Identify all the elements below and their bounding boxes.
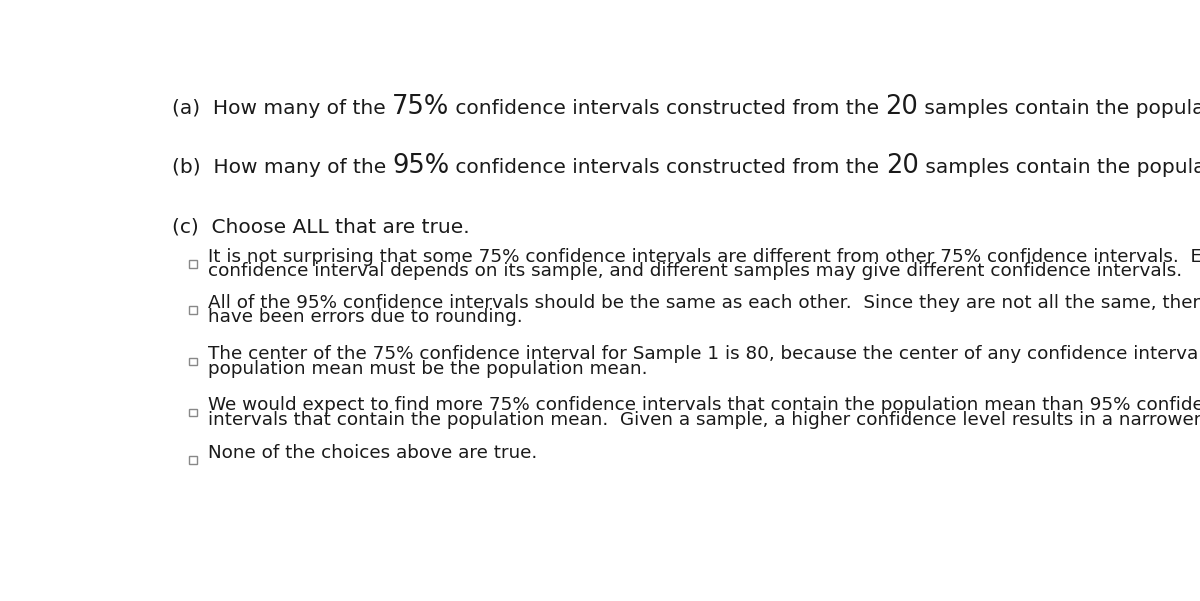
Text: intervals that contain the population mean.  Given a sample, a higher confidence: intervals that contain the population me… xyxy=(208,410,1200,429)
FancyBboxPatch shape xyxy=(188,260,197,267)
Text: population mean must be the population mean.: population mean must be the population m… xyxy=(208,360,648,378)
FancyBboxPatch shape xyxy=(188,456,197,464)
Text: 75%: 75% xyxy=(392,94,449,120)
Text: samples contain the population mean, μ = 80?: samples contain the population mean, μ =… xyxy=(918,99,1200,118)
FancyBboxPatch shape xyxy=(188,306,197,314)
Text: confidence intervals constructed from the: confidence intervals constructed from th… xyxy=(449,99,886,118)
Text: samples contain the population mean, μ = 80?: samples contain the population mean, μ =… xyxy=(919,158,1200,177)
Text: confidence interval depends on its sample, and different samples may give differ: confidence interval depends on its sampl… xyxy=(208,262,1182,280)
Text: All of the 95% confidence intervals should be the same as each other.  Since the: All of the 95% confidence intervals shou… xyxy=(208,294,1200,312)
Text: (b)  How many of the: (b) How many of the xyxy=(172,158,392,177)
Text: confidence intervals constructed from the: confidence intervals constructed from th… xyxy=(450,158,886,177)
Text: (a)  How many of the: (a) How many of the xyxy=(172,99,392,118)
Text: None of the choices above are true.: None of the choices above are true. xyxy=(208,444,538,462)
FancyBboxPatch shape xyxy=(188,409,197,416)
Text: 95%: 95% xyxy=(392,153,450,179)
Text: 20: 20 xyxy=(886,94,918,120)
Text: have been errors due to rounding.: have been errors due to rounding. xyxy=(208,308,523,326)
Text: We would expect to find more 75% confidence intervals that contain the populatio: We would expect to find more 75% confide… xyxy=(208,396,1200,414)
Text: (c)  Choose ALL that are true.: (c) Choose ALL that are true. xyxy=(172,218,469,236)
Text: The center of the 75% confidence interval for Sample 1 is 80, because the center: The center of the 75% confidence interva… xyxy=(208,346,1200,364)
Text: 20: 20 xyxy=(886,153,919,179)
Text: It is not surprising that some 75% confidence intervals are different from other: It is not surprising that some 75% confi… xyxy=(208,248,1200,266)
FancyBboxPatch shape xyxy=(188,358,197,365)
